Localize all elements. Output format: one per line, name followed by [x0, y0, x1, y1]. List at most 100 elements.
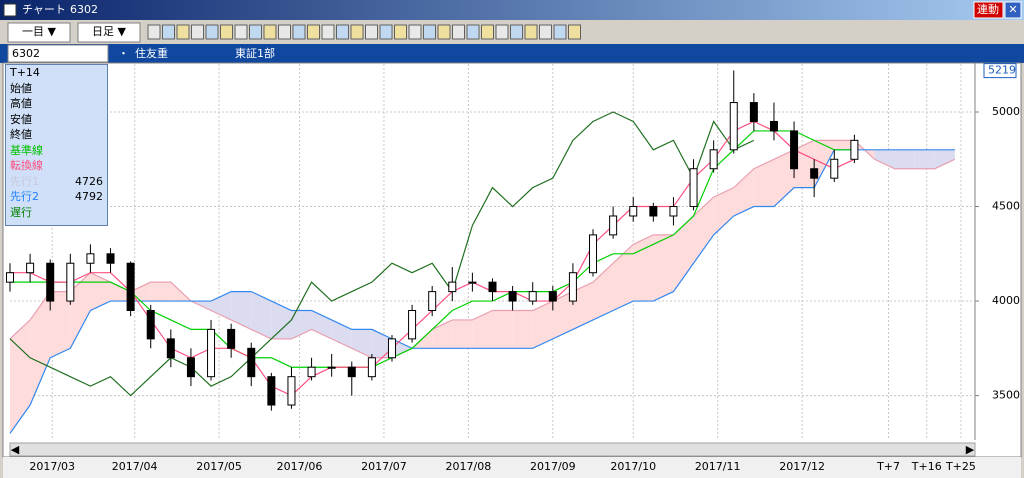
candle-body [830, 158, 839, 179]
candle-body [790, 130, 799, 170]
series-line [9, 149, 955, 434]
x-tick-label: 2017/04 [112, 460, 158, 473]
candle-body [609, 215, 618, 236]
panel-value: 4726 [75, 174, 103, 188]
candle-body [307, 366, 316, 378]
candle-body [408, 310, 417, 340]
candle-body [689, 168, 698, 208]
candle-body [267, 376, 276, 406]
candle-body [327, 366, 336, 369]
toolbar-icon [408, 24, 422, 40]
y-tick-label: 5000 [992, 105, 1020, 118]
toolbar-icon [191, 24, 204, 40]
panel-row: 基準線 [6, 143, 107, 159]
link-label: 連動 [977, 2, 999, 16]
info-bar [0, 44, 1024, 63]
cloud [512, 310, 533, 349]
scroll-left[interactable]: ◀ [11, 443, 20, 456]
cloud [231, 291, 252, 330]
toolbar-icon [510, 24, 523, 40]
toolbar-icon [539, 24, 552, 40]
panel-label: 安値 [10, 112, 32, 126]
candle-body [146, 310, 155, 340]
x-tick-label: 2017/06 [277, 460, 323, 473]
x-tick-label: T+16 [911, 460, 942, 473]
candle-body [850, 139, 859, 160]
x-tick-label: T+7 [876, 460, 900, 473]
cloud [351, 329, 372, 358]
window-title: チャート [22, 3, 66, 16]
x-tick-label: 2017/10 [610, 460, 656, 473]
cloud [552, 291, 573, 339]
cloud [492, 310, 513, 349]
candle-body [769, 120, 778, 132]
candle-body [46, 262, 55, 302]
info-dot: ・ [118, 47, 129, 60]
cloud [211, 291, 232, 320]
panel-row: 高値 [6, 96, 107, 112]
toolbar-icon [162, 24, 175, 40]
series-line [9, 111, 755, 397]
x-tick-label: 2017/08 [446, 460, 492, 473]
candle-body [6, 272, 14, 283]
candle-body [629, 206, 638, 217]
cloud [251, 291, 272, 339]
cloud [673, 215, 694, 292]
candle-body [207, 328, 216, 378]
info-market: 東証1部 [235, 46, 275, 60]
title-bar [0, 0, 1024, 20]
scrollbar[interactable] [9, 442, 976, 457]
panel-row: 転換線 [6, 158, 107, 174]
window-code: 6302 [70, 3, 98, 16]
candle-body [367, 357, 376, 378]
cloud [50, 291, 71, 358]
x-tick-label: 2017/05 [196, 460, 242, 473]
cloud [110, 282, 131, 302]
cloud [733, 168, 754, 216]
candle-body [709, 149, 718, 170]
period-select[interactable] [77, 22, 141, 43]
candle-body [126, 262, 135, 312]
toolbar-icon [394, 24, 407, 40]
cloud [452, 319, 473, 349]
code-box[interactable] [7, 44, 109, 63]
panel-label: 転換線 [10, 159, 43, 172]
toolbar-icon [220, 24, 233, 40]
toolbar-icon [336, 24, 349, 40]
cloud [30, 291, 51, 406]
cloud [693, 197, 714, 264]
toolbar-icon [466, 24, 480, 40]
cloud [633, 234, 654, 302]
cloud [572, 282, 594, 330]
panel-label: 先行1 [10, 174, 39, 188]
indicator-select[interactable] [7, 22, 71, 43]
cloud [834, 140, 855, 150]
cloud [934, 149, 955, 169]
close-icon: ✕ [1008, 3, 1017, 16]
toolbar-icon [321, 24, 335, 40]
cloud [150, 282, 171, 302]
panel-label: 遅行 [10, 205, 32, 219]
panel-row: 先行2 4792 [6, 189, 107, 205]
toolbar-icon [379, 24, 393, 40]
close-button[interactable] [1004, 1, 1022, 19]
x-tick-label: T+25 [945, 460, 976, 473]
candle-body [66, 262, 75, 302]
plot: 3500 4000 4500 5000 2017/03 2017/04 2017/05 201… [6, 63, 1020, 473]
toolbar-icon [249, 24, 262, 40]
toolbar-icon [278, 24, 291, 40]
cloud [432, 319, 453, 349]
scroll-right[interactable]: ▶ [966, 443, 975, 456]
toolbar-icon [350, 24, 364, 40]
toolbar-icons [147, 24, 581, 40]
candle-body [810, 168, 819, 179]
toolbar-icon [437, 24, 451, 40]
toolbar-icon [423, 24, 436, 40]
panel-label: 高値 [10, 97, 32, 110]
link-button[interactable] [973, 1, 1004, 19]
candle-body [729, 102, 738, 151]
toolbar-icon [307, 24, 320, 40]
panel-row: 先行1 4726 [6, 174, 107, 190]
